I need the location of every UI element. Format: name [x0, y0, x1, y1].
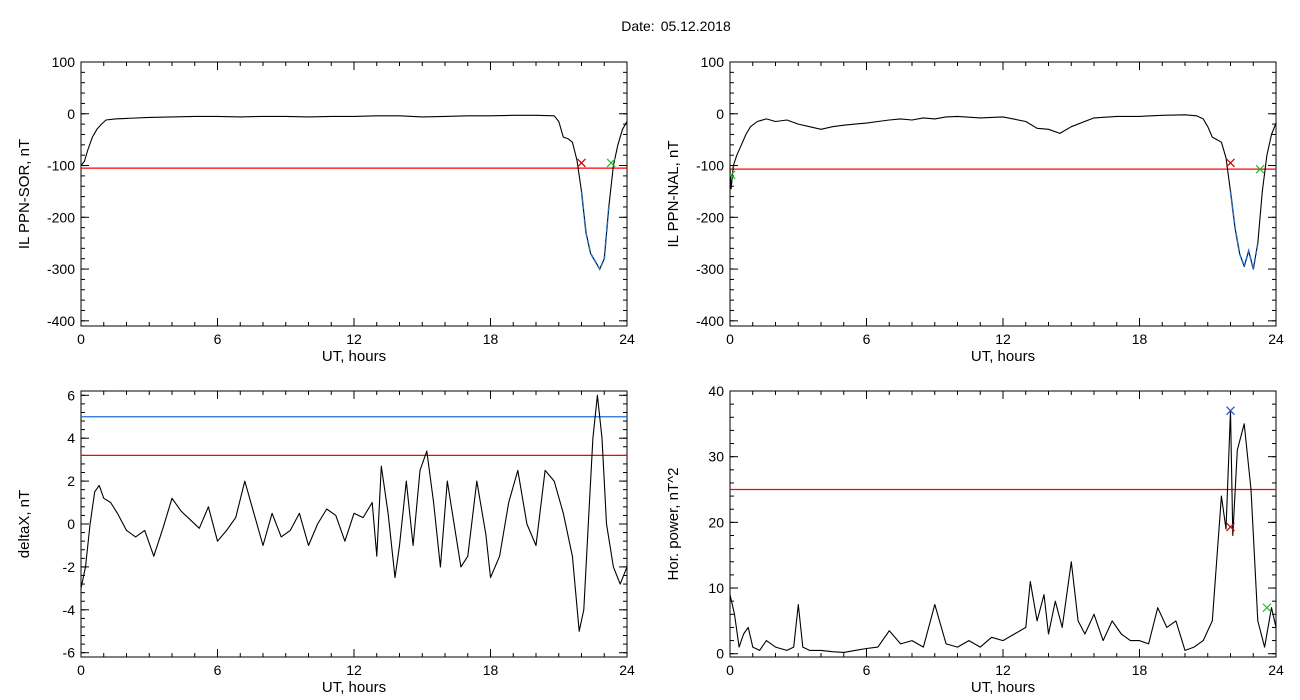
date-label: Date:: [621, 18, 655, 34]
x-tick-label: 12: [995, 331, 1011, 347]
series-line: [81, 114, 627, 270]
marker-stroke: [1226, 158, 1235, 168]
x-tick-label: 18: [1132, 662, 1148, 678]
y-tick-label: -4: [63, 602, 76, 618]
x-tick-label: 0: [726, 331, 734, 347]
y-tick-label: 20: [708, 514, 724, 530]
y-tick-label: 0: [716, 106, 724, 122]
x-tick-label: 18: [483, 662, 499, 678]
x-axis-label: UT, hours: [971, 348, 1035, 365]
plot-frame: [80, 61, 628, 327]
x-tick-label: 12: [995, 662, 1011, 678]
y-axis-label: IL PPN-NAL, nT: [665, 141, 682, 248]
x-tick-label: 6: [863, 662, 871, 678]
y-tick-label: -300: [47, 261, 75, 277]
chart-panel-il-ppn-sor: 0 6 12 18 24 100 0 -100 -200 -300 -400 UT, hours IL …: [16, 54, 635, 365]
highlight-segment: [580, 191, 610, 271]
highlight-segment: [1229, 191, 1259, 270]
y-tick-label: -400: [696, 313, 724, 329]
x-tick-label: 12: [346, 662, 362, 678]
y-tick-label: -200: [47, 209, 75, 225]
page-title: Date: 05.12.2018: [0, 18, 1300, 34]
marker-x-red: [1226, 158, 1235, 168]
marker-stroke: [577, 158, 586, 168]
plot-data: [81, 114, 627, 271]
plot-frame: [729, 390, 1277, 658]
y-tick-label: 10: [708, 580, 724, 596]
x-axis-label: UT, hours: [322, 348, 386, 365]
y-tick-label: -300: [696, 261, 724, 277]
y-axis-label: deltaX, nT: [16, 490, 33, 558]
marker-x-red: [1226, 522, 1235, 532]
x-tick-label: 12: [346, 331, 362, 347]
marker-stroke: [1226, 406, 1235, 416]
plot-frame: [729, 61, 1277, 327]
y-tick-label: -400: [47, 313, 75, 329]
y-tick-label: -2: [63, 559, 76, 575]
x-axis-label: UT, hours: [971, 679, 1035, 696]
x-tick-label: 0: [77, 662, 85, 678]
x-tick-label: 24: [619, 331, 635, 347]
marker-x-green: [730, 170, 736, 180]
plot-data: [81, 394, 627, 632]
y-tick-label: 2: [67, 473, 75, 489]
chart-panel-deltax: 0 6 12 18 24 6 4 2 0 -2 -4 -6 UT, hours deltaX, nT: [16, 387, 635, 696]
y-tick-label: 6: [67, 387, 75, 403]
x-tick-label: 24: [1268, 662, 1284, 678]
marker-stroke: [606, 158, 616, 168]
y-tick-label: 100: [52, 54, 76, 70]
plot-data: [730, 114, 1276, 270]
y-tick-label: 4: [67, 430, 75, 446]
x-tick-label: 24: [1268, 331, 1284, 347]
marker-x-red: [577, 158, 586, 168]
x-tick-label: 6: [214, 331, 222, 347]
date-value: 05.12.2018: [660, 18, 731, 34]
x-tick-label: 0: [77, 331, 85, 347]
x-tick-label: 0: [726, 662, 734, 678]
x-tick-label: 24: [619, 662, 635, 678]
y-tick-label: -100: [696, 158, 724, 174]
marker-stroke: [1262, 603, 1272, 613]
series-line: [730, 410, 1276, 653]
chart-panel-hor-power: 0 6 12 18 24 40 30 20 10 0 UT, hours Hor. power, nT…: [665, 383, 1284, 696]
y-tick-label: -100: [47, 158, 75, 174]
marker-x-green: [1255, 164, 1265, 174]
marker-stroke: [1226, 522, 1235, 532]
marker-stroke: [730, 170, 736, 177]
y-tick-label: 30: [708, 449, 724, 465]
x-axis-label: UT, hours: [322, 679, 386, 696]
chart-panel-il-ppn-nal: 0 6 12 18 24 100 0 -100 -200 -300 -400 UT, hours IL …: [665, 54, 1284, 365]
series-line: [730, 114, 1276, 270]
marker-x-green: [1262, 603, 1272, 613]
y-tick-label: 0: [67, 516, 75, 532]
series-line: [81, 394, 627, 632]
x-tick-label: 6: [214, 662, 222, 678]
y-tick-label: 0: [716, 646, 724, 662]
marker-x-green: [606, 158, 616, 168]
marker-stroke: [1255, 164, 1265, 174]
y-axis-label: IL PPN-SOR, nT: [16, 139, 33, 249]
y-axis-label: Hor. power, nT^2: [665, 468, 682, 581]
x-tick-label: 18: [483, 331, 499, 347]
y-tick-label: -200: [696, 209, 724, 225]
plot-frame: [80, 390, 628, 658]
y-tick-label: 100: [701, 54, 725, 70]
marker-x-blue: [1226, 406, 1235, 416]
y-tick-label: -6: [63, 645, 76, 661]
y-tick-label: 0: [67, 106, 75, 122]
x-tick-label: 18: [1132, 331, 1148, 347]
y-tick-label: 40: [708, 383, 724, 399]
plot-data: [730, 406, 1276, 653]
x-tick-label: 6: [863, 331, 871, 347]
